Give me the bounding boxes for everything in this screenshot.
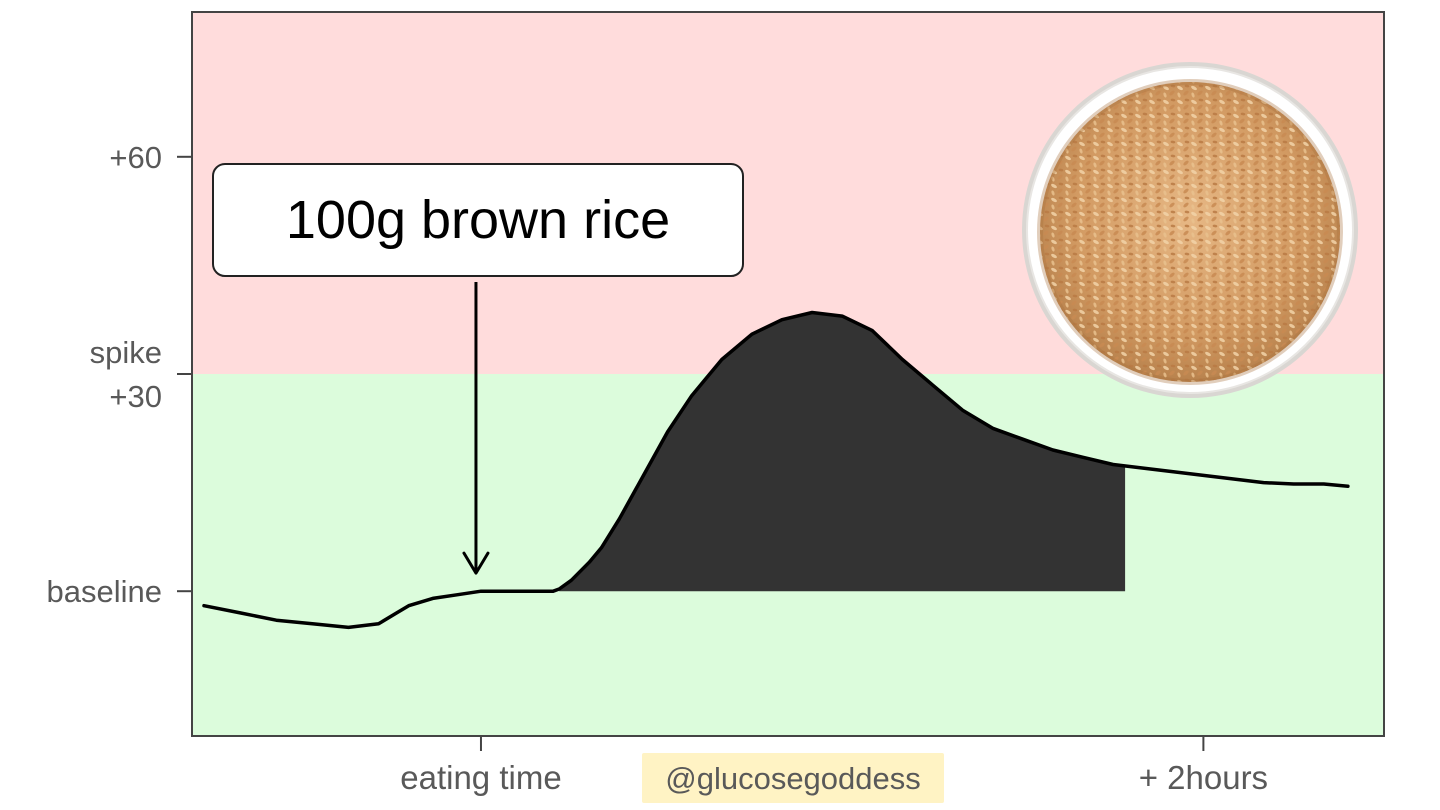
annotation: 100g brown rice <box>212 163 744 575</box>
credit: @glucosegoddess <box>642 753 944 803</box>
credit-background <box>642 753 944 803</box>
glucose-curve <box>202 310 1350 630</box>
x-tick-label: + 2hours <box>1139 759 1268 796</box>
rice-bowl-image <box>1022 62 1358 398</box>
y-axis: +60 spike +30 baseline <box>47 140 192 609</box>
x-tick-label: eating time <box>400 759 561 796</box>
annotation-arrow-head <box>462 551 490 575</box>
y-tick-label: spike +30 <box>90 335 162 414</box>
callout-box <box>212 163 744 277</box>
credit-text: @glucosegoddess <box>665 761 921 796</box>
x-axis: eating time + 2hours <box>400 736 1268 796</box>
glucose-area <box>559 312 1126 592</box>
y-tick-label: baseline <box>47 574 162 609</box>
callout-text: 100g brown rice <box>286 190 670 250</box>
y-tick-label: +60 <box>109 140 162 175</box>
